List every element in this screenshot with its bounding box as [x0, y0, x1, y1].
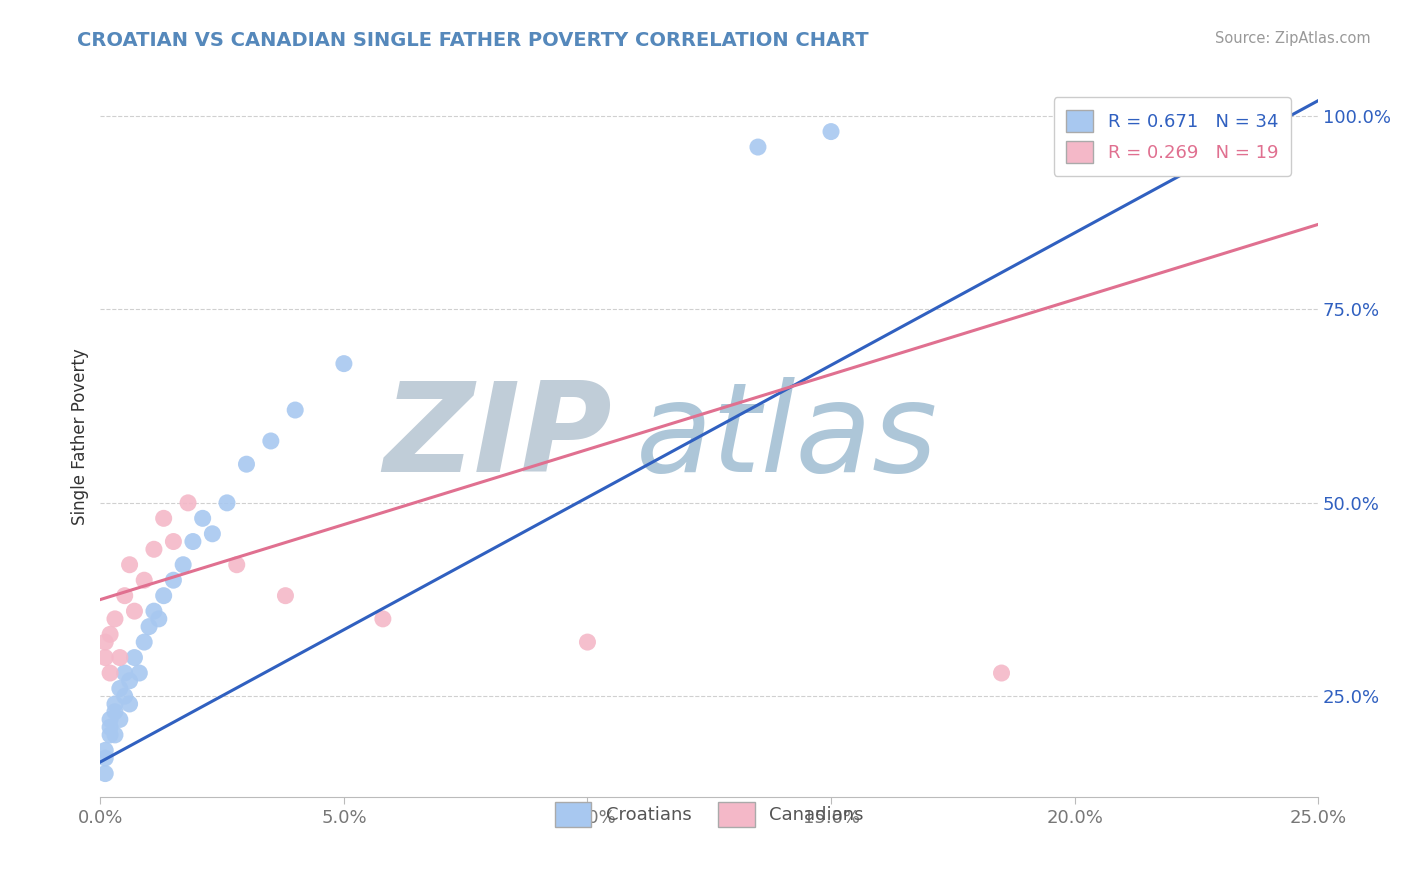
- Point: [148, 612, 170, 626]
- Point: [162, 573, 184, 587]
- Point: [371, 612, 394, 626]
- Point: [162, 534, 184, 549]
- Point: [94, 751, 117, 765]
- Point: [114, 690, 136, 704]
- Point: [98, 713, 121, 727]
- Point: [94, 650, 117, 665]
- Point: [177, 496, 200, 510]
- Point: [260, 434, 283, 448]
- Point: [104, 612, 127, 626]
- Text: Source: ZipAtlas.com: Source: ZipAtlas.com: [1215, 31, 1371, 46]
- Point: [142, 604, 165, 618]
- Point: [172, 558, 194, 572]
- Point: [235, 457, 257, 471]
- Point: [108, 713, 131, 727]
- Point: [284, 403, 307, 417]
- Point: [333, 357, 356, 371]
- Point: [990, 666, 1012, 681]
- Point: [98, 666, 121, 681]
- Point: [104, 697, 127, 711]
- Point: [215, 496, 238, 510]
- Text: ZIP: ZIP: [382, 376, 612, 498]
- Point: [98, 627, 121, 641]
- Text: atlas: atlas: [636, 376, 938, 498]
- Point: [152, 511, 174, 525]
- Point: [181, 534, 204, 549]
- Point: [124, 604, 146, 618]
- Point: [134, 635, 156, 649]
- Point: [108, 650, 131, 665]
- Point: [98, 728, 121, 742]
- Point: [98, 720, 121, 734]
- Point: [747, 140, 769, 154]
- Text: CROATIAN VS CANADIAN SINGLE FATHER POVERTY CORRELATION CHART: CROATIAN VS CANADIAN SINGLE FATHER POVER…: [77, 31, 869, 50]
- Point: [94, 635, 117, 649]
- Point: [134, 573, 156, 587]
- Point: [94, 766, 117, 780]
- Point: [118, 673, 141, 688]
- Point: [114, 666, 136, 681]
- Point: [274, 589, 297, 603]
- Point: [108, 681, 131, 696]
- Point: [225, 558, 247, 572]
- Point: [820, 125, 842, 139]
- Point: [138, 619, 160, 633]
- Y-axis label: Single Father Poverty: Single Father Poverty: [72, 349, 89, 525]
- Point: [191, 511, 214, 525]
- Point: [118, 697, 141, 711]
- Point: [201, 526, 224, 541]
- Point: [576, 635, 599, 649]
- Point: [118, 558, 141, 572]
- Legend: Croatians, Canadians: Croatians, Canadians: [548, 795, 870, 835]
- Point: [104, 728, 127, 742]
- Point: [104, 705, 127, 719]
- Point: [124, 650, 146, 665]
- Point: [152, 589, 174, 603]
- Point: [94, 743, 117, 757]
- Point: [142, 542, 165, 557]
- Point: [114, 589, 136, 603]
- Point: [128, 666, 150, 681]
